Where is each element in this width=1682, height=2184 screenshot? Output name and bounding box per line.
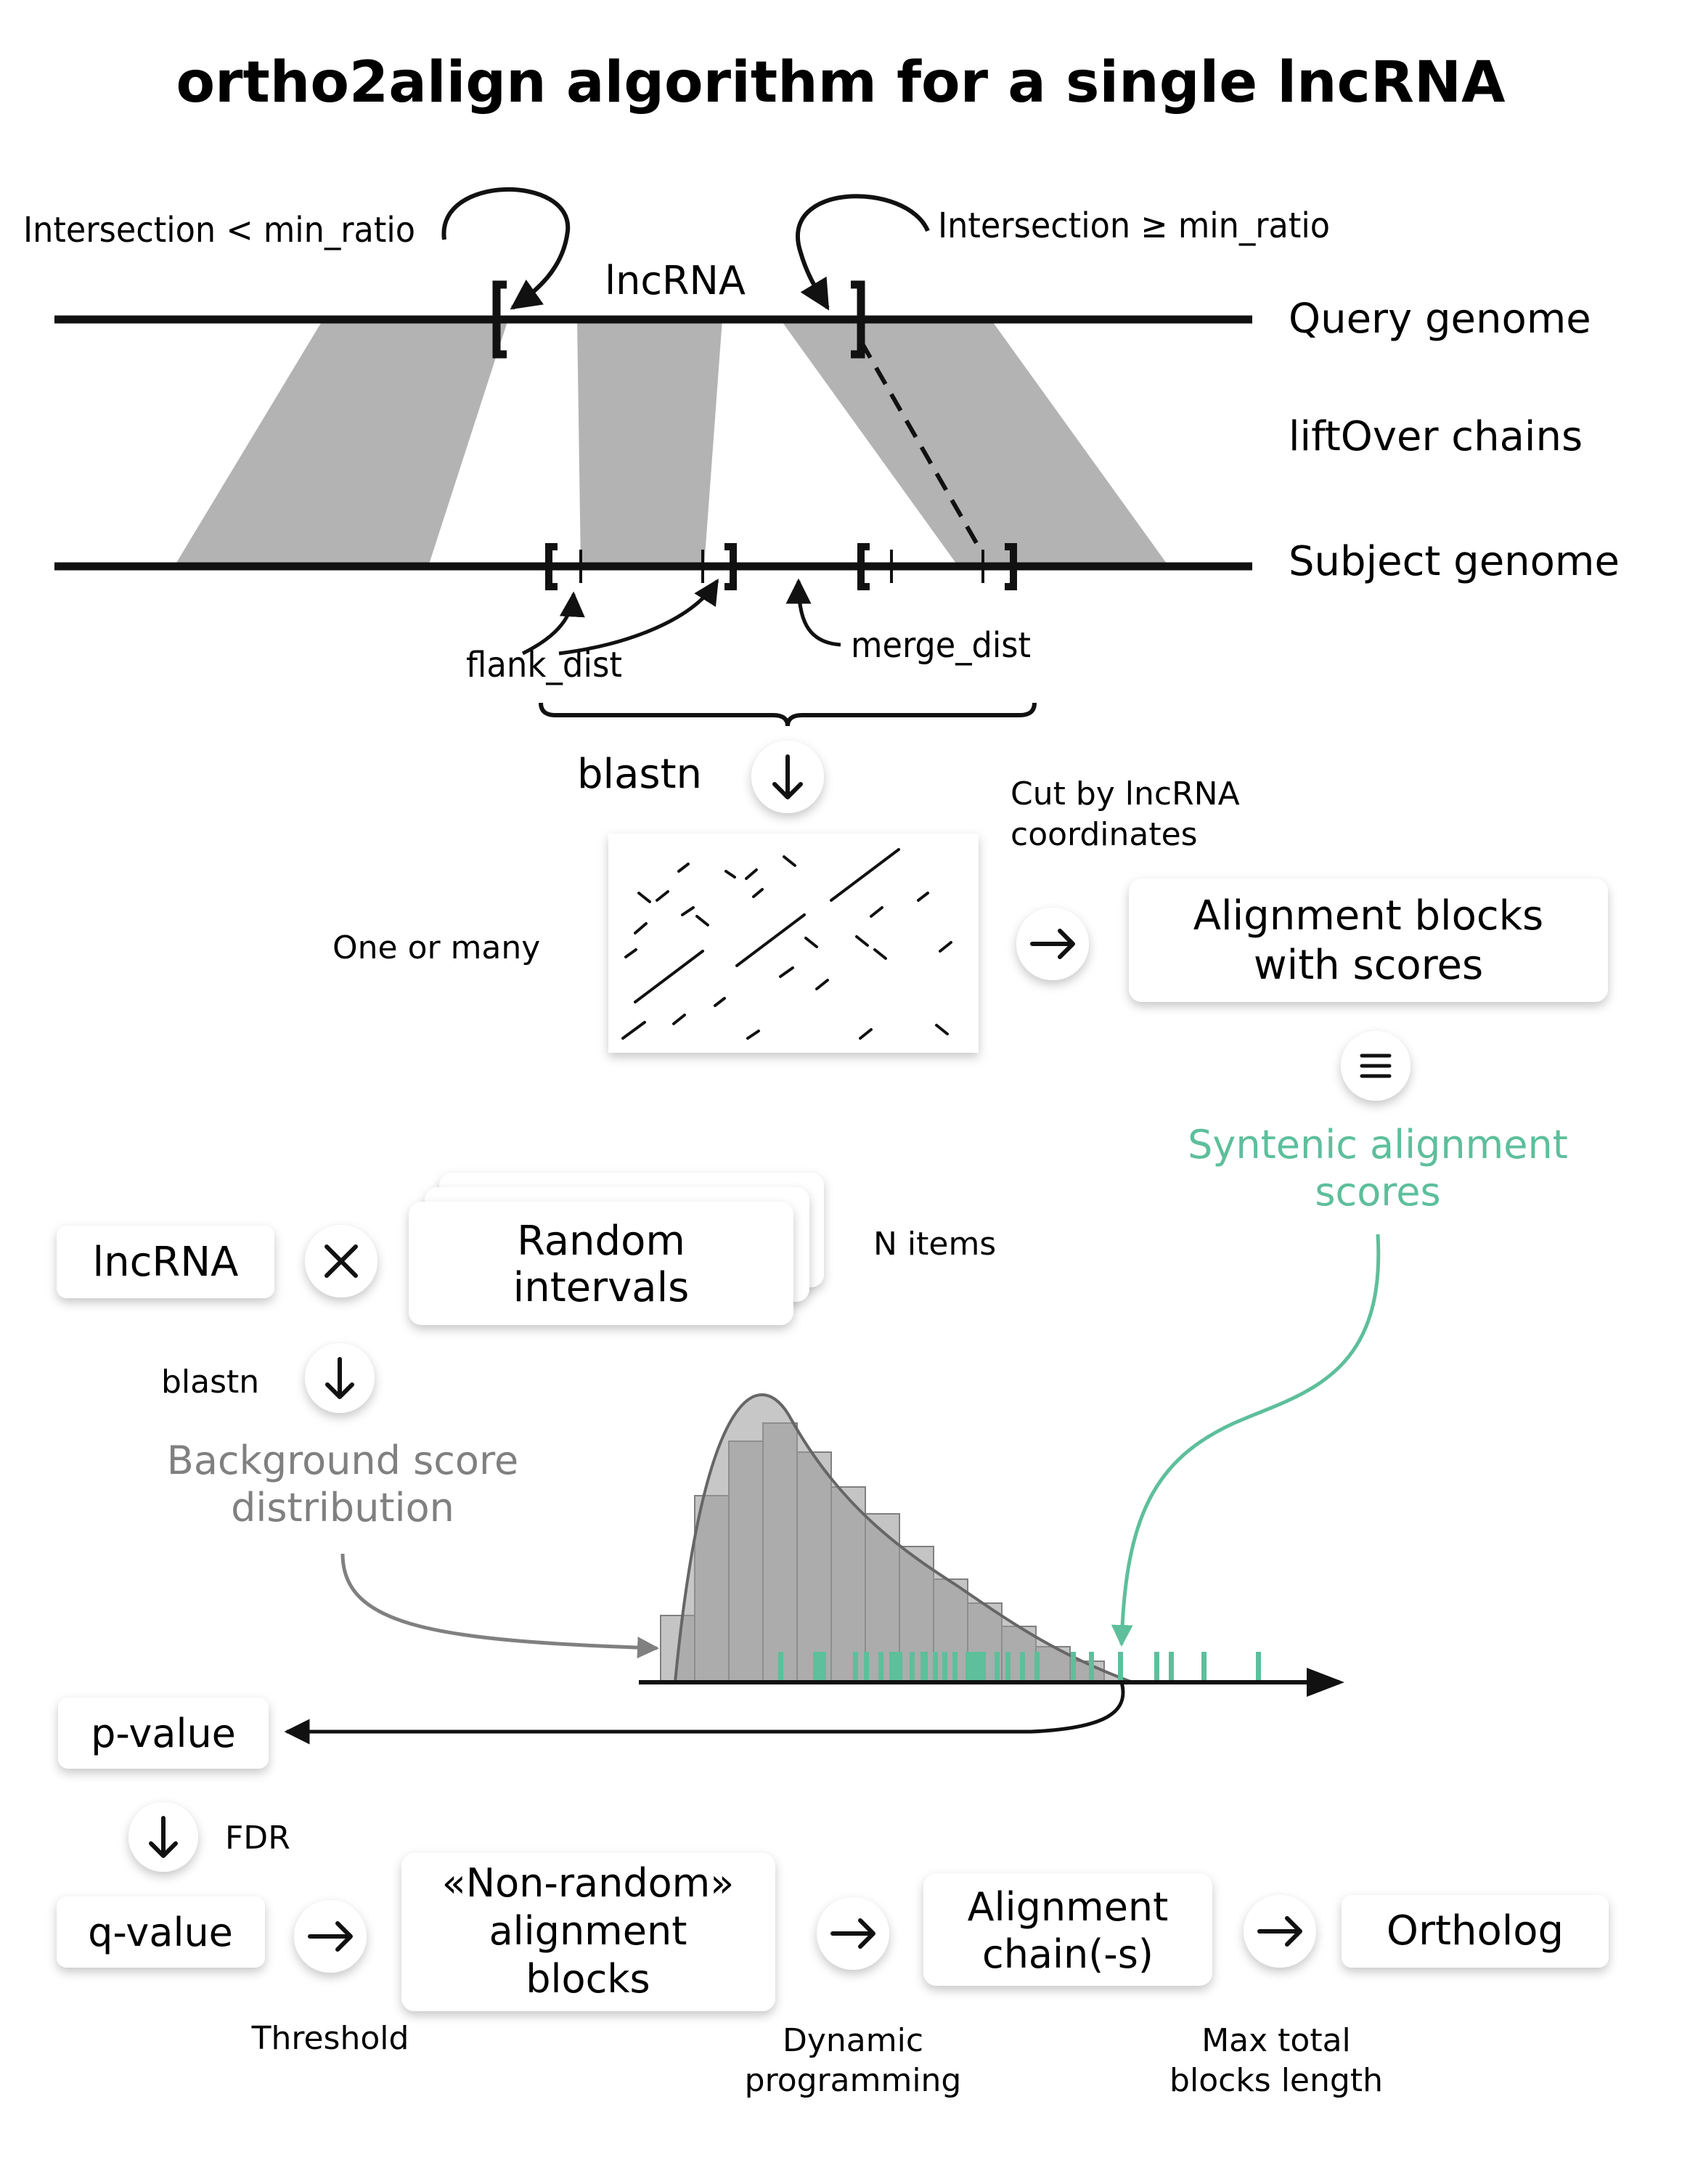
intersection-ge-arrow <box>796 194 930 311</box>
cut-by-coords-line1: Cut by lncRNA <box>1011 775 1240 812</box>
right-arrow-icon <box>294 1900 367 1973</box>
right-arrow-icon <box>1016 908 1089 980</box>
cut-by-coords-line2: coordinates <box>1011 816 1198 853</box>
syntenic-arrow <box>1111 1234 1381 1647</box>
dynamic-line2: programming <box>745 2062 962 2099</box>
lncrna-label: lncRNA <box>605 258 746 303</box>
alignment-blocks-line2: with scores <box>1254 942 1483 989</box>
diagram-title: ortho2align algorithm for a single lncRN… <box>176 50 1505 115</box>
down-arrow-icon <box>305 1343 375 1413</box>
pvalue-label: p-value <box>91 1711 236 1756</box>
intersection-ge-label: Intersection ≥ min_ratio <box>938 205 1330 246</box>
alignment-chain-box: Alignment chain(-s) <box>923 1873 1212 1986</box>
ortholog-box: Ortholog <box>1342 1895 1609 1968</box>
liftover-chains-label: liftOver chains <box>1289 413 1583 460</box>
equivalence-icon <box>1341 1031 1410 1101</box>
merge-dist-arrow <box>785 578 841 647</box>
projection-dashed-line <box>859 340 984 553</box>
down-arrow-icon <box>751 741 824 813</box>
ortholog-label: Ortholog <box>1387 1907 1564 1955</box>
blastn-label-bg: blastn <box>161 1364 259 1401</box>
flank-dist-arrow-left <box>521 591 585 656</box>
dynamic-line1: Dynamic <box>783 2022 923 2059</box>
histogram <box>639 1393 1344 1697</box>
alignment-blocks-line1: Alignment blocks <box>1193 892 1543 940</box>
interval-brace <box>539 702 1037 727</box>
blastn-label-top: blastn <box>577 751 702 798</box>
max-length-line1: Max total <box>1201 2022 1351 2059</box>
alignment-blocks-box: Alignment blocks with scores <box>1129 879 1608 1002</box>
pvalue-box: p-value <box>58 1698 269 1769</box>
background-arrow <box>340 1553 659 1659</box>
nonrandom-line3: blocks <box>526 1956 650 2002</box>
random-intervals-line1: Random <box>517 1218 685 1265</box>
merge-dist-label: merge_dist <box>851 625 1031 666</box>
intersection-lt-label: Intersection < min_ratio <box>23 210 415 250</box>
right-arrow-icon <box>1244 1895 1316 1968</box>
flank-dist-arrow-right <box>558 579 719 656</box>
nonrandom-line2: alignment <box>489 1908 687 1954</box>
multiply-icon <box>305 1225 377 1297</box>
background-dist-line1: Background score <box>167 1438 518 1483</box>
flank-dist-label: flank_dist <box>466 645 622 685</box>
qvalue-label: q-value <box>88 1910 233 1955</box>
intersection-lt-arrow <box>441 187 571 310</box>
dot-plot <box>608 834 979 1053</box>
pvalue-arrow <box>284 1682 1125 1745</box>
query-genome-label: Query genome <box>1289 296 1591 343</box>
max-length-line2: blocks length <box>1169 2062 1383 2099</box>
nonrandom-blocks-box: «Non-random» alignment blocks <box>401 1853 775 2011</box>
chain-line1: Alignment <box>968 1884 1169 1930</box>
lncrna-left-bracket <box>492 280 507 359</box>
lncrna-right-bracket <box>851 280 865 359</box>
lncrna-box-label: lncRNA <box>93 1239 239 1286</box>
random-intervals-line2: intervals <box>513 1264 690 1311</box>
syntenic-scores-line2: scores <box>1315 1169 1440 1215</box>
syntenic-scores-line1: Syntenic alignment <box>1188 1122 1568 1168</box>
chain-line2: chain(-s) <box>982 1931 1154 1977</box>
n-items-label: N items <box>873 1226 996 1263</box>
subject-intervals <box>545 543 1017 590</box>
background-dist-line2: distribution <box>231 1485 454 1531</box>
one-or-many-label: One or many <box>332 929 540 966</box>
nonrandom-line1: «Non-random» <box>442 1860 735 1906</box>
fdr-label: FDR <box>225 1820 290 1857</box>
liftover-chains-shapes <box>174 319 1169 566</box>
down-arrow-icon <box>128 1802 198 1872</box>
threshold-label: Threshold <box>251 2020 409 2057</box>
right-arrow-icon <box>817 1897 889 1970</box>
qvalue-box: q-value <box>57 1896 265 1968</box>
random-intervals-stack: Random intervals <box>409 1173 824 1325</box>
lncrna-box: lncRNA <box>57 1226 274 1298</box>
subject-genome-label: Subject genome <box>1289 538 1620 585</box>
